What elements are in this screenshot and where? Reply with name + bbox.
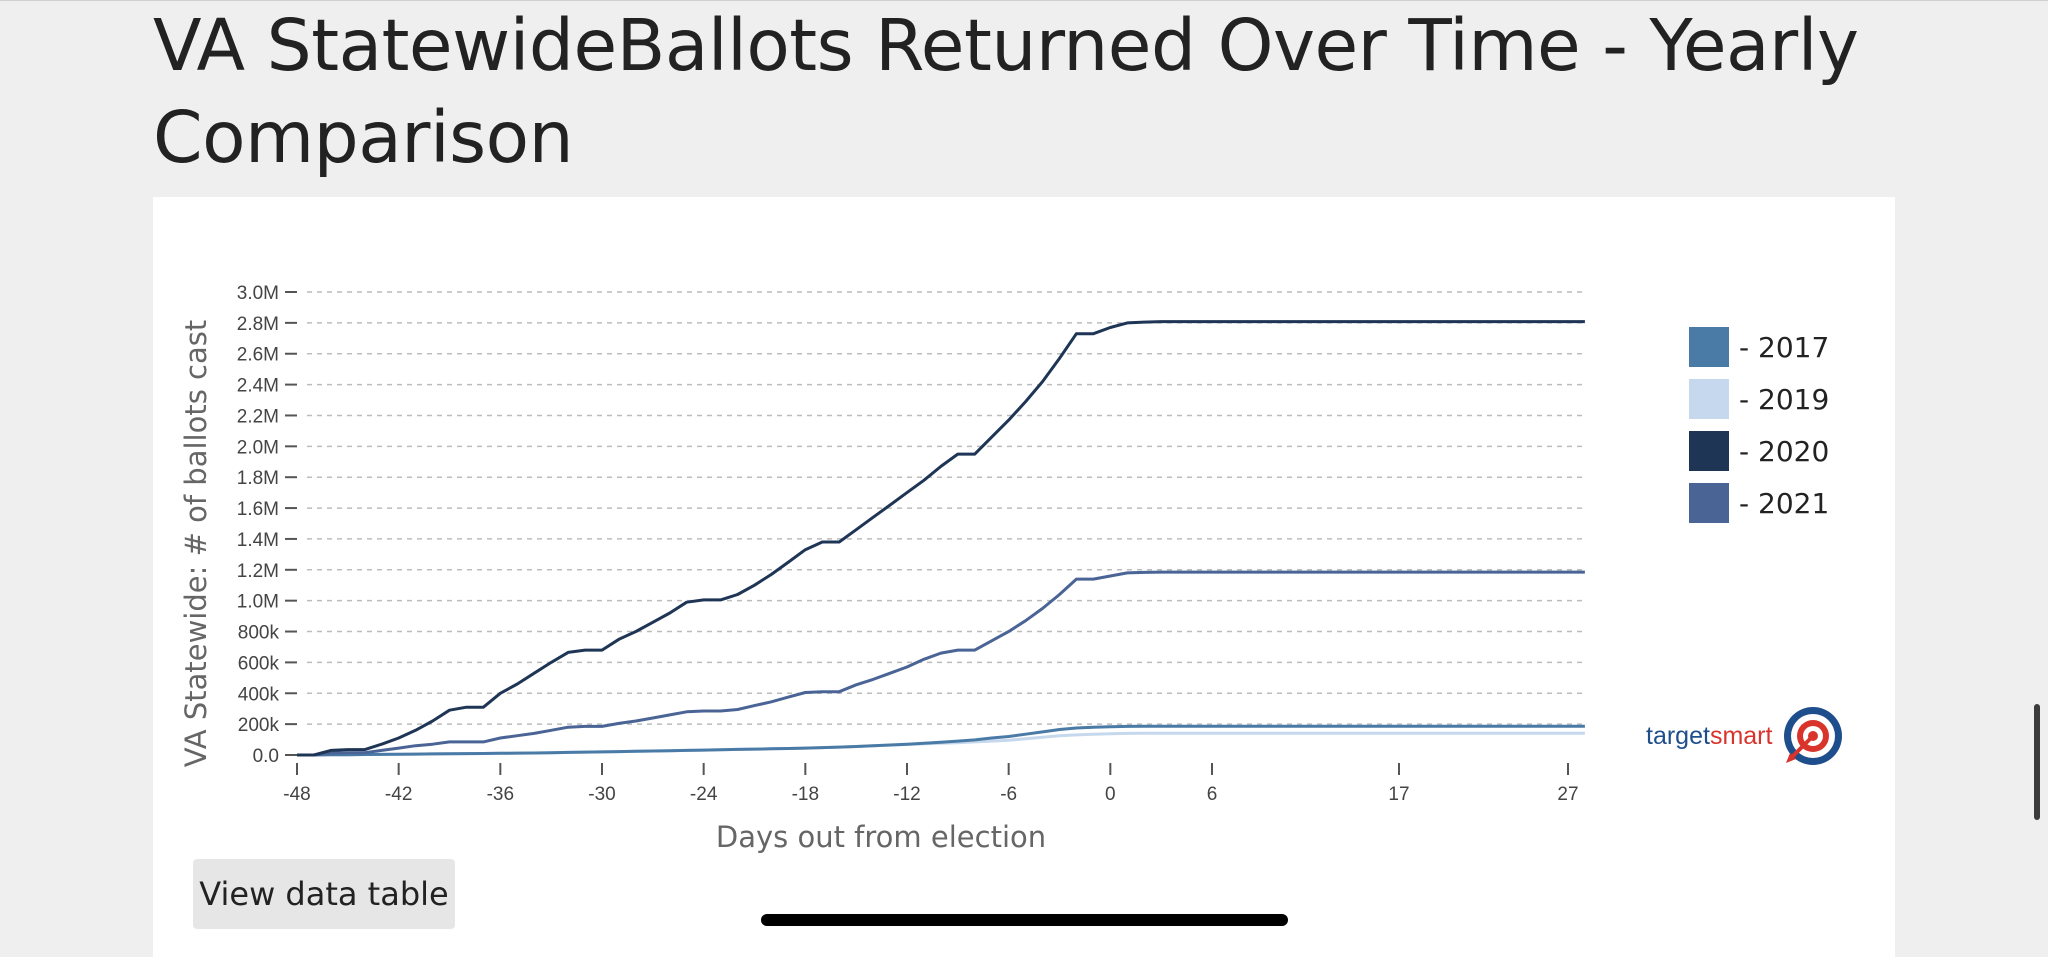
x-tick-label: -6 bbox=[1000, 784, 1017, 805]
x-tick-label: -36 bbox=[487, 784, 514, 805]
y-tick-label: 1.8M bbox=[237, 468, 279, 489]
brand-text-smart: smart bbox=[1709, 721, 1773, 750]
legend-swatch bbox=[1689, 379, 1729, 419]
y-tick-label: 1.6M bbox=[237, 499, 279, 520]
chart-legend: - 2017 - 2019 - 2020 - 2021 bbox=[1689, 327, 1829, 535]
legend-item-2019[interactable]: - 2019 bbox=[1689, 379, 1829, 419]
targetsmart-logo: targetsmart bbox=[1646, 705, 1844, 767]
series-line-2021 bbox=[297, 570, 1585, 757]
home-indicator bbox=[761, 914, 1288, 926]
brand-text: targetsmart bbox=[1646, 722, 1772, 751]
brand-text-target: target bbox=[1646, 721, 1710, 750]
chart-card: 0.0 200k 400k 600k 800k 1.0M 1.2M 1.4M 1.6M 1.8M 2… bbox=[153, 197, 1895, 957]
x-axis-label: Days out from election bbox=[716, 820, 1046, 854]
y-tick-label: 2.2M bbox=[237, 406, 279, 427]
series-line-2017 bbox=[297, 724, 1585, 757]
y-tick-label: 600k bbox=[238, 653, 280, 674]
y-tick-label: 3.0M bbox=[237, 283, 279, 304]
y-tick-label: 400k bbox=[238, 684, 280, 705]
x-tick-label: 27 bbox=[1557, 784, 1578, 805]
legend-label: - 2021 bbox=[1739, 486, 1830, 520]
x-tick-label: 17 bbox=[1388, 784, 1409, 805]
top-divider bbox=[0, 0, 2048, 1]
legend-item-2020[interactable]: - 2020 bbox=[1689, 431, 1829, 471]
x-tick-label: -18 bbox=[792, 784, 819, 805]
y-axis-label: VA Statewide: # of ballots cast bbox=[179, 320, 213, 767]
y-tick-label: 1.0M bbox=[237, 592, 279, 613]
series-line-2020 bbox=[297, 320, 1585, 757]
x-tick-label: -24 bbox=[690, 784, 718, 805]
legend-swatch bbox=[1689, 483, 1729, 523]
view-data-table-button[interactable]: View data table bbox=[193, 859, 455, 929]
y-tick-label: 2.8M bbox=[237, 314, 279, 335]
y-tick-label: 2.4M bbox=[237, 376, 279, 397]
legend-swatch bbox=[1689, 431, 1729, 471]
series-line-2019 bbox=[297, 731, 1585, 757]
y-tick-label: 0.0 bbox=[253, 746, 279, 767]
y-tick-label: 2.0M bbox=[237, 437, 279, 458]
x-tick-label: 6 bbox=[1207, 784, 1218, 805]
x-tick-label: -30 bbox=[588, 784, 615, 805]
y-tick-label: 800k bbox=[238, 623, 280, 644]
x-tick-label: -42 bbox=[385, 784, 412, 805]
scrollbar[interactable] bbox=[2034, 704, 2040, 820]
legend-label: - 2020 bbox=[1739, 434, 1830, 468]
x-tick-label: -48 bbox=[283, 784, 310, 805]
target-icon bbox=[1784, 707, 1843, 765]
y-tick-label: 1.4M bbox=[237, 530, 279, 551]
page-title: VA StatewideBallots Returned Over Time -… bbox=[153, 4, 1859, 179]
y-tick-label: 2.6M bbox=[237, 345, 279, 366]
y-tick-label: 200k bbox=[238, 715, 280, 736]
legend-swatch bbox=[1689, 327, 1729, 367]
legend-item-2021[interactable]: - 2021 bbox=[1689, 483, 1829, 523]
legend-label: - 2019 bbox=[1739, 382, 1830, 416]
x-tick-label: 0 bbox=[1105, 784, 1116, 805]
y-tick-label: 1.2M bbox=[237, 561, 279, 582]
legend-item-2017[interactable]: - 2017 bbox=[1689, 327, 1829, 367]
legend-label: - 2017 bbox=[1739, 330, 1830, 364]
x-tick-label: -12 bbox=[893, 784, 920, 805]
line-chart: 0.0 200k 400k 600k 800k 1.0M 1.2M 1.4M 1.6M 1.8M 2… bbox=[179, 283, 1585, 854]
